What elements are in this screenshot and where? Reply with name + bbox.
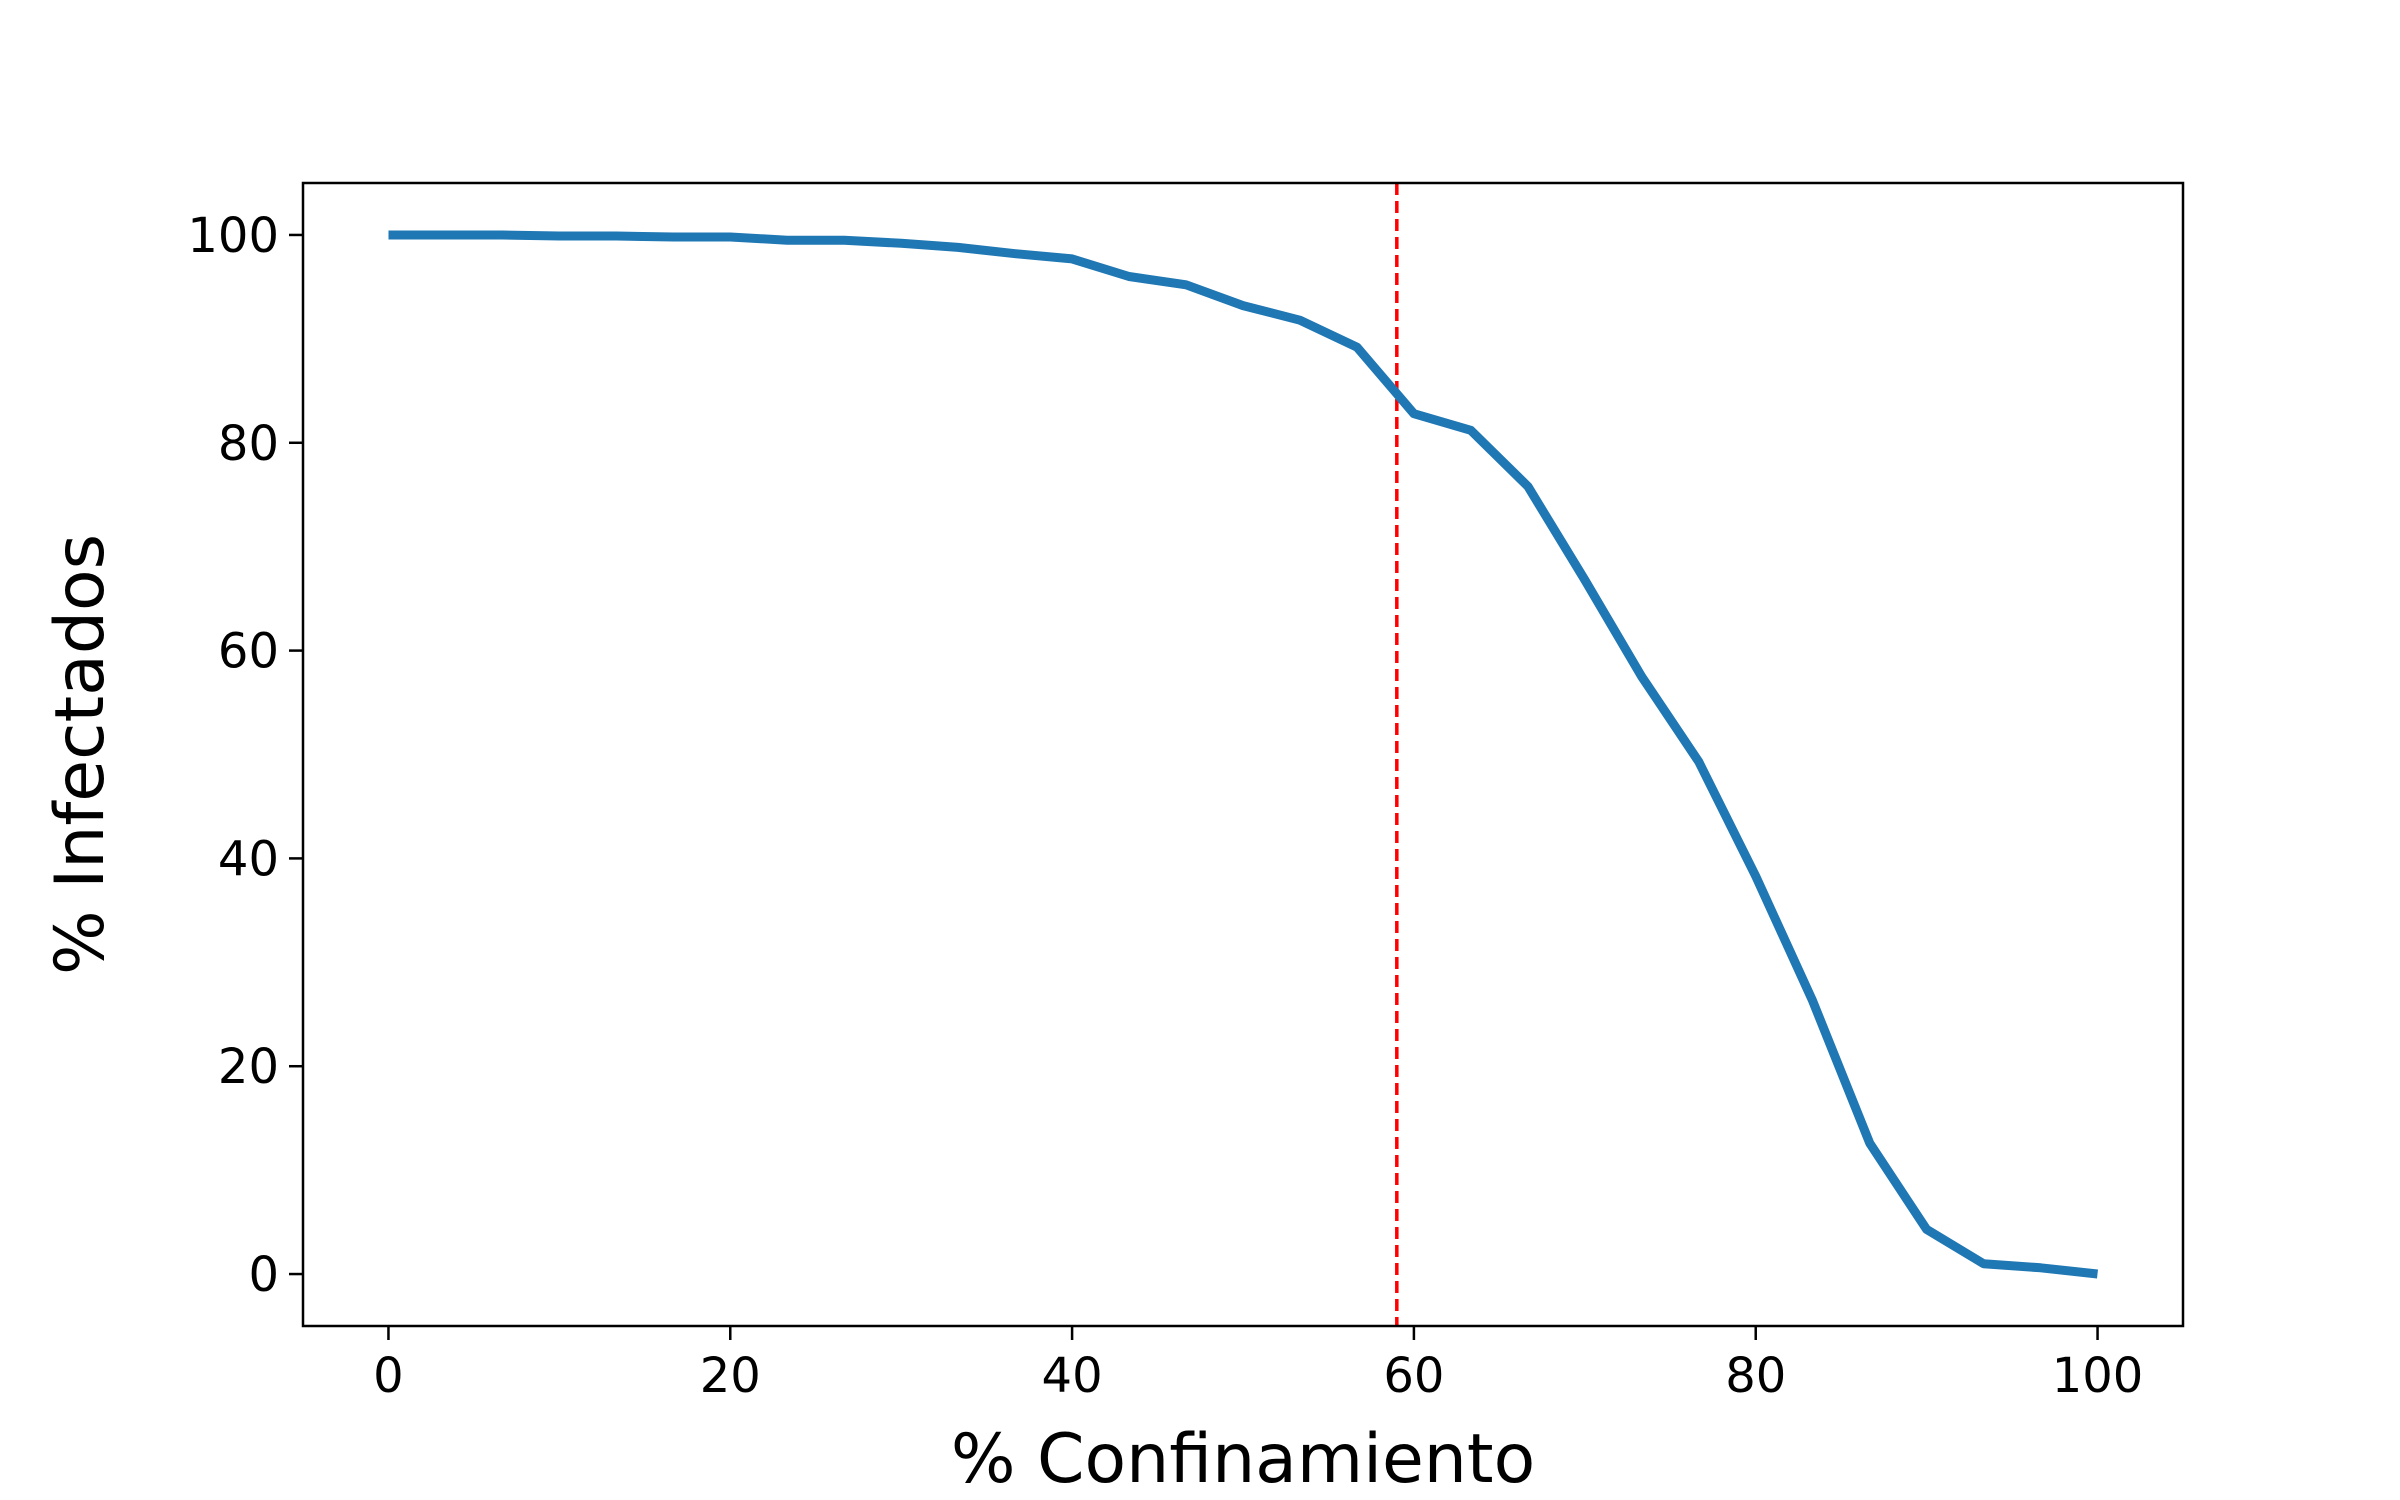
x-tick-label: 80	[1725, 1348, 1786, 1404]
y-tick-label: 40	[218, 831, 279, 887]
x-axis: 0 20 40 60 80 100	[373, 1326, 2143, 1404]
y-tick-label: 20	[218, 1039, 279, 1095]
x-tick-label: 0	[373, 1348, 404, 1404]
x-tick-label: 60	[1383, 1348, 1444, 1404]
y-axis-title: % Infectados	[41, 534, 120, 975]
x-axis-title: % Confinamiento	[951, 1420, 1535, 1499]
y-tick-label: 0	[248, 1247, 279, 1303]
y-tick-label: 100	[187, 208, 279, 264]
plot-frame	[301, 181, 2185, 1328]
y-tick-label: 60	[218, 624, 279, 680]
plot-layer	[388, 183, 2098, 1326]
y-tick-label: 80	[218, 416, 279, 472]
x-tick-label: 40	[1042, 1348, 1103, 1404]
x-tick-label: 100	[2052, 1348, 2144, 1404]
series-line-1	[388, 230, 2098, 1279]
y-axis: 0 20 40 60 80 100	[187, 208, 303, 1303]
x-tick-label: 20	[700, 1348, 761, 1404]
